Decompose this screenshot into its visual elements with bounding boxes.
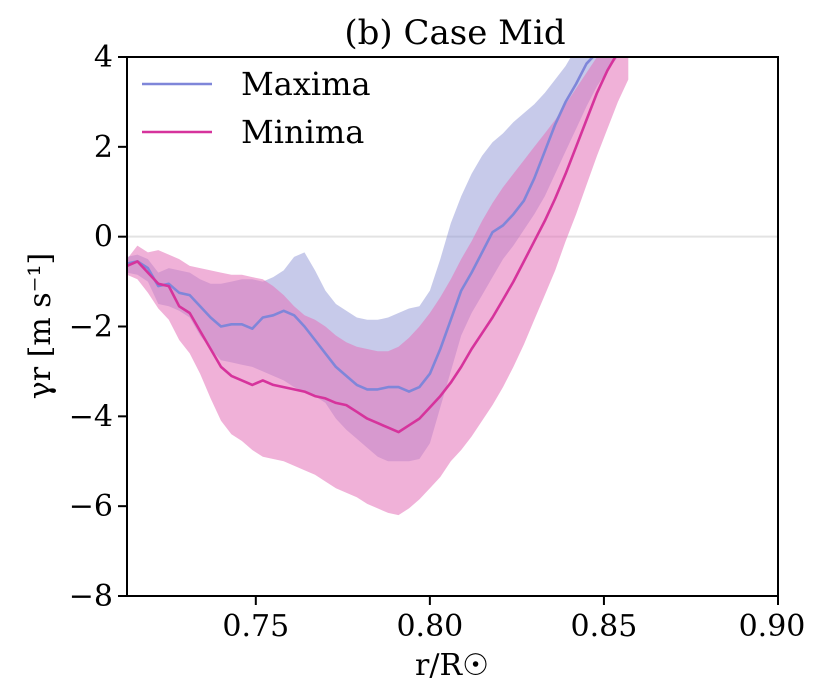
x-tick-label: 0.85: [571, 609, 638, 644]
plot-area: [127, 57, 778, 516]
x-axis-label: r/R☉: [415, 648, 489, 683]
y-tick-label: 2: [94, 130, 113, 165]
legend: Maxima Minima: [142, 65, 371, 151]
y-tick-label: −6: [69, 489, 113, 524]
y-axis: −8 −6 −4 −2 0 2 4: [69, 40, 127, 614]
band-minima: [127, 57, 629, 516]
series-line-maxima: [127, 57, 595, 393]
y-tick-label: 0: [94, 220, 113, 255]
x-axis: 0.75 0.80 0.85 0.90: [222, 596, 805, 644]
x-tick-label: 0.80: [396, 609, 463, 644]
y-axis-label: γr [m s⁻¹]: [23, 253, 58, 399]
y-tick-label: 4: [94, 40, 113, 75]
legend-label-minima: Minima: [241, 113, 364, 151]
y-tick-label: −4: [69, 399, 113, 434]
legend-label-maxima: Maxima: [241, 65, 371, 103]
y-tick-label: −8: [69, 579, 113, 614]
chart-title: (b) Case Mid: [344, 13, 565, 53]
series-line-minima: [127, 57, 617, 434]
y-tick-label: −2: [69, 310, 113, 345]
x-tick-label: 0.75: [222, 609, 289, 644]
x-tick-label: 0.90: [739, 609, 806, 644]
